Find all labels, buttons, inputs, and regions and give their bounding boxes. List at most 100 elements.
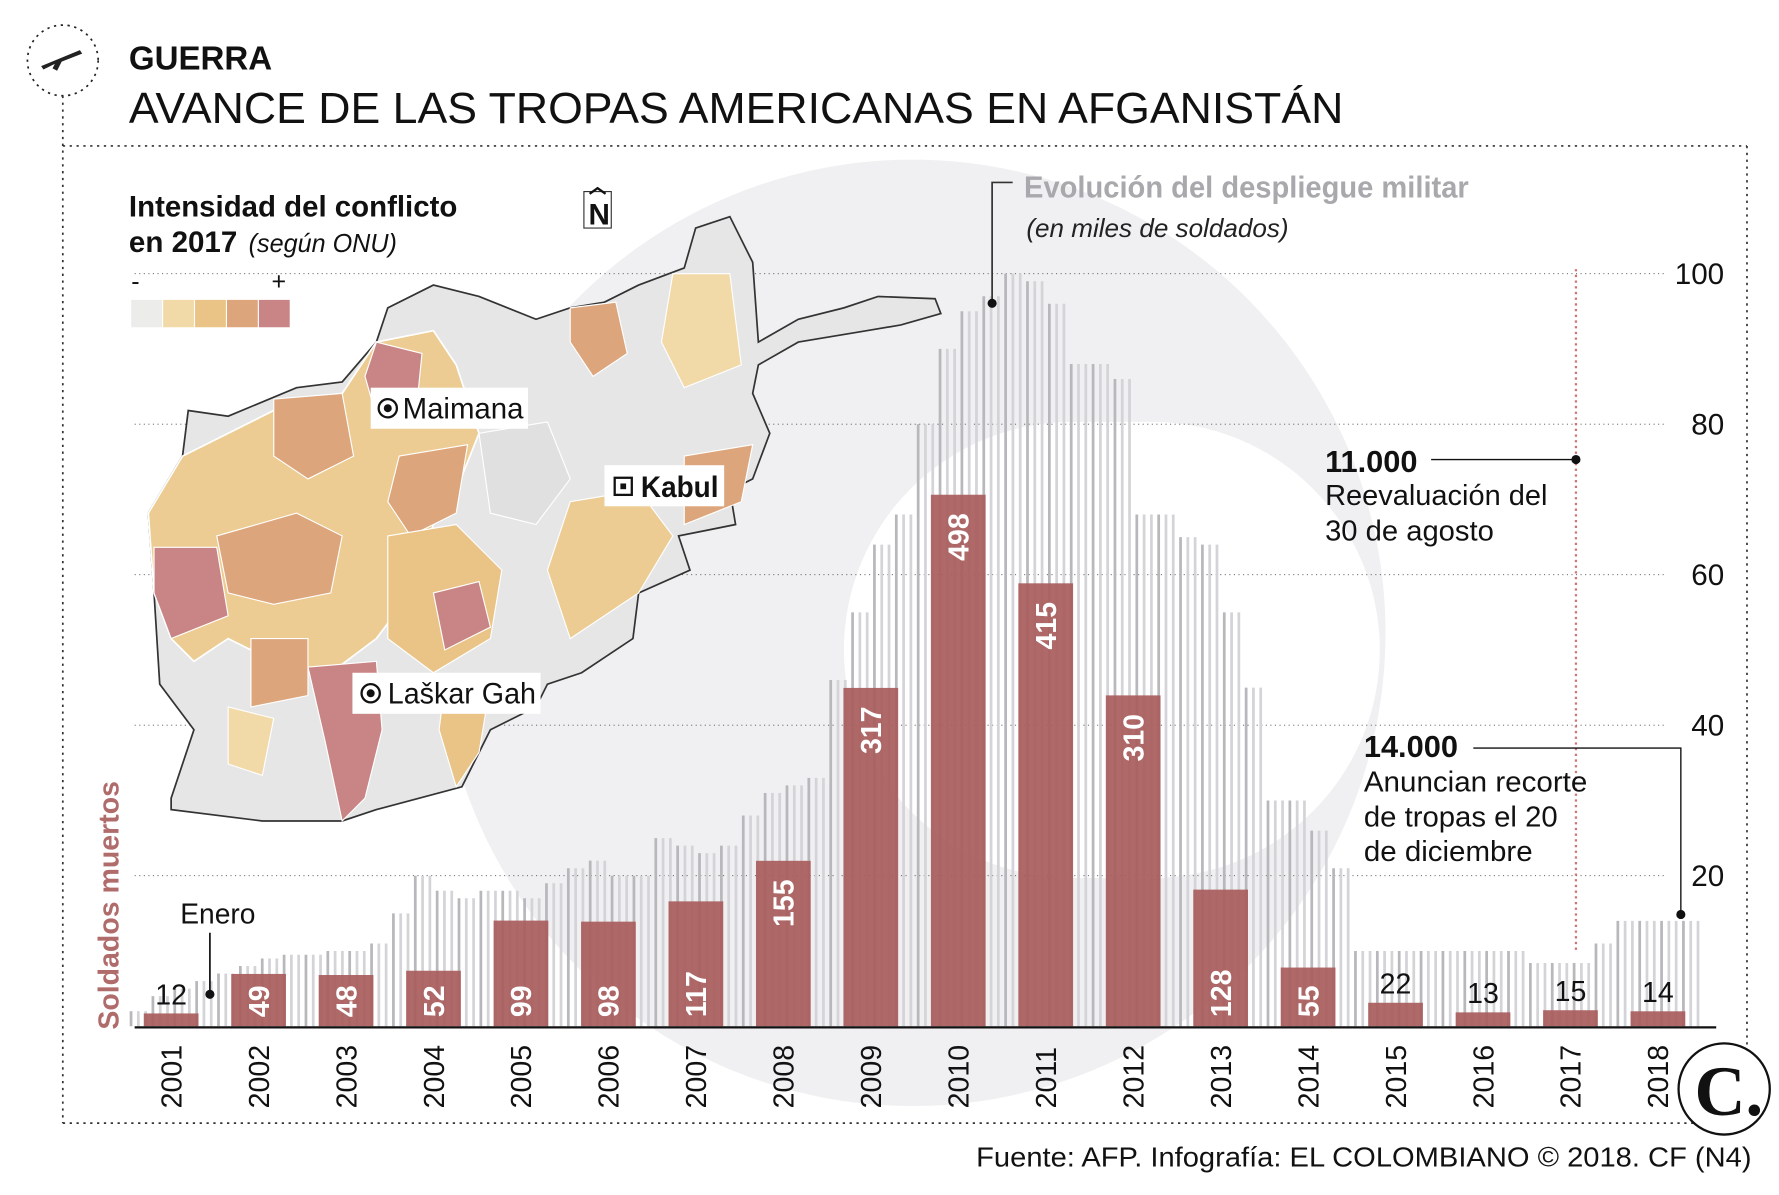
rifle-icon	[41, 50, 83, 71]
legend-swatch	[131, 299, 163, 328]
y-tick-label: 60	[1691, 559, 1724, 592]
death-bar-2016	[1455, 1012, 1511, 1027]
death-value-label: 12	[155, 979, 187, 1011]
y-tick-label: 20	[1691, 860, 1724, 893]
death-bar-2002	[231, 973, 286, 1027]
annotation-enero: Enero	[180, 899, 255, 931]
death-value-label: 128	[1206, 970, 1238, 1018]
death-value-label: 55	[1293, 985, 1325, 1017]
legend-title-1: Intensidad del conflicto	[129, 191, 457, 224]
x-tick-label: 2004	[419, 1045, 451, 1109]
svg-text:Maimana: Maimana	[403, 392, 524, 425]
city-laskar-gah: Laškar Gah	[352, 672, 541, 714]
el-colombiano-logo[interactable]: C.	[1677, 1042, 1771, 1136]
annotation-11000-line1: Reevaluación del	[1325, 480, 1547, 512]
x-tick-label: 2009	[856, 1045, 888, 1108]
title-leader	[991, 181, 1013, 304]
legend-swatch	[258, 299, 290, 328]
annotation-14000-line2: de tropas el 20	[1364, 802, 1558, 834]
death-bar-2013	[1193, 889, 1248, 1027]
death-bar-2006	[581, 921, 636, 1027]
legend-swatch	[227, 299, 258, 328]
svg-text:Kabul: Kabul	[641, 471, 719, 504]
x-tick-label: 2002	[244, 1045, 276, 1108]
x-axis: 2001 2002 2003 2004 2005 2006 2007 2008 2009 2010…	[156, 1045, 1675, 1109]
death-bar-2005	[493, 920, 549, 1027]
city-kabul: Kabul	[604, 465, 725, 507]
annotation-11000-value: 11.000	[1325, 444, 1417, 479]
source-footer: Fuente: AFP. Infografía: EL COLOMBIANO ©…	[976, 1141, 1751, 1172]
death-bar-2012	[1105, 695, 1161, 1027]
death-value-label: 498	[944, 513, 976, 561]
death-value-label: 99	[506, 985, 538, 1017]
north-arrow-icon: N	[583, 186, 612, 232]
legend-title-note: (según ONU)	[249, 228, 397, 258]
intensity-scale	[131, 299, 290, 328]
annotation-14000-line1: Anuncian recorte	[1364, 766, 1587, 798]
dec-leader	[1473, 747, 1682, 915]
death-value-label: 13	[1467, 978, 1499, 1010]
dec-marker	[1676, 909, 1686, 920]
death-value-label: 22	[1380, 969, 1412, 1001]
x-tick-label: 2005	[506, 1045, 538, 1108]
page-title: AVANCE DE LAS TROPAS AMERICANAS EN AFGAN…	[129, 85, 1343, 133]
x-tick-label: 2017	[1556, 1045, 1588, 1108]
legend-min: -	[131, 268, 139, 296]
death-bar-2007	[668, 901, 724, 1027]
x-tick-label: 2011	[1031, 1047, 1063, 1108]
x-tick-label: 2015	[1381, 1045, 1413, 1108]
svg-text:C.: C.	[1695, 1053, 1764, 1131]
x-tick-label: 2018	[1643, 1045, 1675, 1108]
annotation-14000-line3: de diciembre	[1364, 836, 1533, 868]
x-tick-label: 2016	[1468, 1045, 1500, 1108]
death-bar-2015	[1368, 1002, 1423, 1027]
x-tick-label: 2008	[769, 1045, 801, 1108]
death-bars: 12 49 48 52 99 98 117 155 317 498 415 310 128 55 22 13 1…	[143, 494, 1686, 1027]
x-tick-label: 2003	[331, 1045, 363, 1108]
y-tick-label: 80	[1691, 408, 1724, 441]
death-bar-2018	[1630, 1011, 1686, 1027]
peak-marker	[987, 298, 997, 308]
death-value-label: 48	[331, 985, 363, 1017]
city-maimana: Maimana	[370, 387, 529, 429]
annotation-14000-value: 14.000	[1364, 729, 1458, 764]
y-tick-label: 40	[1691, 709, 1724, 742]
death-value-label: 98	[594, 985, 626, 1017]
death-value-label: 317	[856, 706, 888, 754]
death-bar-2003	[318, 975, 374, 1027]
death-bar-2010	[930, 494, 986, 1027]
legend-title-2: en 2017	[129, 226, 237, 259]
death-bar-2011	[1018, 583, 1074, 1027]
svg-text:Laškar Gah: Laškar Gah	[388, 678, 536, 711]
death-bar-2004	[406, 970, 461, 1027]
enero-marker	[205, 989, 215, 999]
death-value-label: 52	[419, 985, 451, 1017]
y-axis-right: 20 40 60 80 100	[1675, 258, 1724, 893]
section-label: GUERRA	[129, 41, 272, 78]
legend-swatch	[195, 299, 226, 328]
x-tick-label: 2013	[1206, 1045, 1238, 1108]
svg-text:N: N	[588, 199, 609, 232]
chart-title: Evolución del despliegue militar	[1024, 169, 1469, 204]
death-value-label: 15	[1555, 976, 1587, 1008]
death-value-label: 155	[769, 879, 801, 927]
y-axis-left-label: Soldados muertos	[94, 781, 126, 1030]
death-value-label: 310	[1118, 714, 1150, 762]
death-bar-2017	[1543, 1010, 1598, 1027]
x-tick-label: 2012	[1118, 1045, 1150, 1108]
x-tick-label: 2007	[681, 1045, 713, 1108]
death-bar-2009	[843, 687, 899, 1027]
annotation-11000-line2: 30 de agosto	[1325, 515, 1494, 547]
chart-subtitle: (en miles de soldados)	[1026, 213, 1288, 243]
death-value-label: 49	[244, 985, 276, 1017]
legend-max: +	[271, 268, 286, 296]
x-tick-label: 2014	[1293, 1045, 1325, 1109]
death-value-label: 117	[681, 971, 713, 1017]
y-tick-label: 100	[1675, 258, 1724, 291]
legend-swatch	[163, 299, 194, 328]
x-tick-label: 2010	[944, 1045, 976, 1108]
aug-marker	[1571, 454, 1581, 465]
death-bar-2001	[143, 1013, 199, 1027]
death-bar-2008	[755, 860, 811, 1027]
